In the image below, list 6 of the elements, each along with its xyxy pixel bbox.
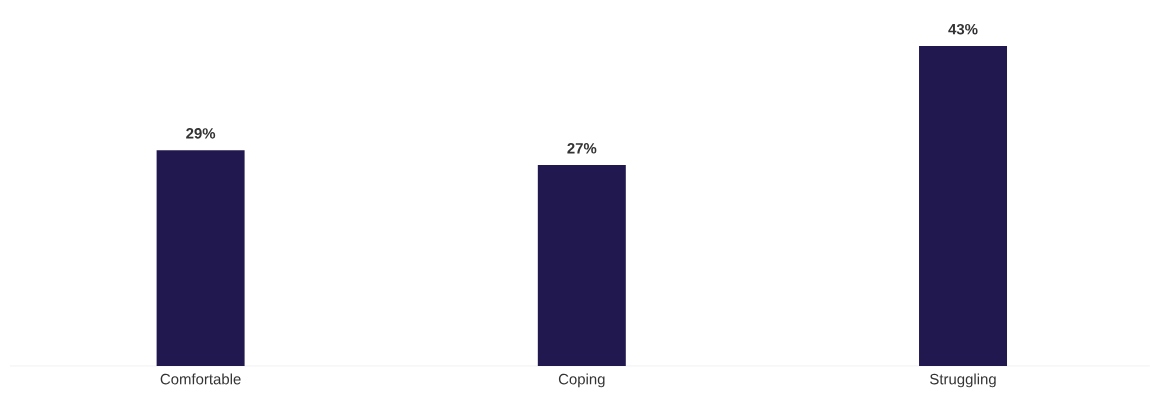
x-tick-label: Coping	[558, 373, 605, 388]
x-tick-label: Comfortable	[160, 373, 241, 385]
x-tick-label: Struggling	[930, 373, 996, 388]
data-label: 27%	[567, 143, 597, 154]
data-label: 29%	[186, 128, 216, 139]
data-label: 43%	[948, 23, 978, 35]
